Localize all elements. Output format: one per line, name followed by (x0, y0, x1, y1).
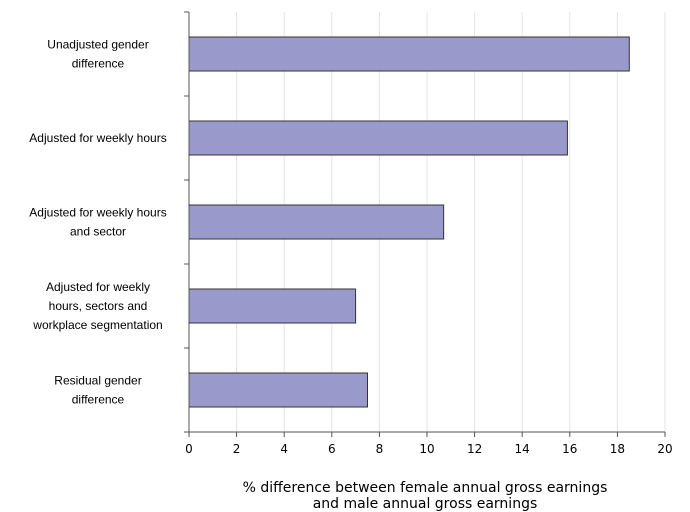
category-label-0: Unadjusted gender difference (47, 38, 148, 71)
bar-1 (188, 120, 568, 156)
x-tick-label-2: 4 (280, 442, 288, 456)
x-axis-title-line: and male annual gross earnings (313, 496, 538, 512)
category-label-line: hours, sectors and (49, 299, 148, 313)
category-labels: Unadjusted gender difference Adjusted for … (29, 38, 166, 407)
bar-2 (188, 204, 445, 240)
bar-4 (188, 372, 368, 408)
x-tick-label-10: 20 (657, 442, 672, 456)
category-label-4: Residual gender difference (54, 374, 141, 407)
category-label-line: workplace segmentation (32, 318, 162, 332)
bar-0 (188, 36, 630, 72)
axes (184, 11, 666, 437)
x-tick-label-7: 14 (515, 442, 530, 456)
category-label-line: Adjusted for weekly hours (29, 131, 166, 145)
x-tick-label-0: 0 (185, 442, 193, 456)
category-label-line: difference (72, 393, 125, 407)
category-label-line: Residual gender (54, 374, 141, 388)
tick-labels: 0 2 4 6 8 10 12 14 16 18 20 (185, 442, 672, 456)
x-tick-label-1: 2 (233, 442, 241, 456)
x-tick-label-4: 8 (376, 442, 384, 456)
category-label-line: Unadjusted gender (47, 38, 148, 52)
bar-3 (188, 288, 357, 324)
category-label-3: Adjusted for weekly hours, sectors and wor… (32, 280, 162, 332)
category-label-line: difference (72, 57, 125, 71)
x-tick-label-3: 6 (328, 442, 336, 456)
x-tick-label-9: 18 (610, 442, 625, 456)
x-axis-title-line: % difference between female annual gross… (243, 480, 608, 496)
x-tick-label-8: 16 (562, 442, 577, 456)
category-label-2: Adjusted for weekly hours and sector (29, 206, 166, 239)
category-label-1: Adjusted for weekly hours (29, 131, 166, 145)
x-tick-label-5: 10 (419, 442, 434, 456)
x-axis-title: % difference between female annual gross… (243, 480, 608, 512)
category-label-line: Adjusted for weekly hours (29, 206, 166, 220)
x-tick-label-6: 12 (467, 442, 482, 456)
bars (188, 36, 630, 408)
category-label-line: and sector (70, 225, 126, 239)
category-label-line: Adjusted for weekly (46, 280, 150, 294)
